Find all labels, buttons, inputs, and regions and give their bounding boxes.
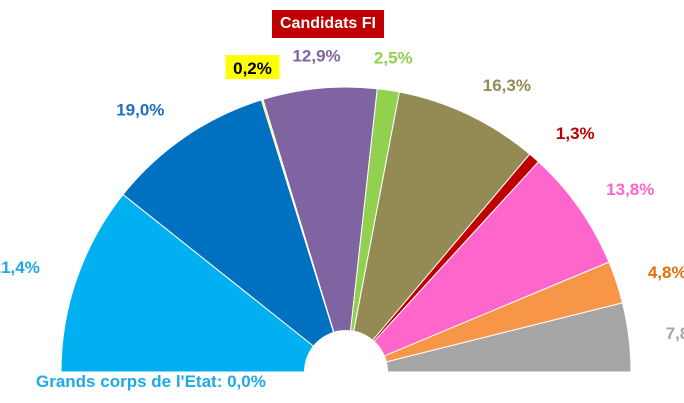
data-label-1: 19,0%	[116, 101, 164, 120]
center-hole	[304, 330, 388, 403]
slices-group	[60, 86, 632, 374]
slice-0	[60, 193, 348, 373]
data-label-5: 16,3%	[483, 76, 531, 95]
chart-title: Candidats FI	[272, 10, 384, 38]
label-highlight-2	[225, 55, 280, 80]
slice-9	[345, 302, 632, 373]
data-label-8: 4,8%	[648, 263, 684, 282]
data-label-9: 7,8%	[666, 324, 684, 343]
data-label-4: 2,5%	[374, 49, 413, 68]
slice-5	[345, 91, 531, 374]
data-label-7: 13,8%	[606, 180, 654, 199]
slice-3	[262, 86, 378, 373]
labels-group: 21,4% 19,0% 0,2% 12,9% 2,5% 16,3% 1,3% 13,8% 4,8…	[0, 46, 684, 343]
data-label-0: 21,4%	[0, 258, 40, 277]
data-label-2: 0,2%	[233, 59, 272, 78]
data-label-3: 12,9%	[292, 46, 340, 65]
data-label-6: 1,3%	[556, 124, 595, 143]
note-label: Grands corps de l'Etat: 0,0%	[36, 372, 266, 391]
slice-1	[122, 99, 347, 374]
slice-7	[345, 161, 610, 373]
